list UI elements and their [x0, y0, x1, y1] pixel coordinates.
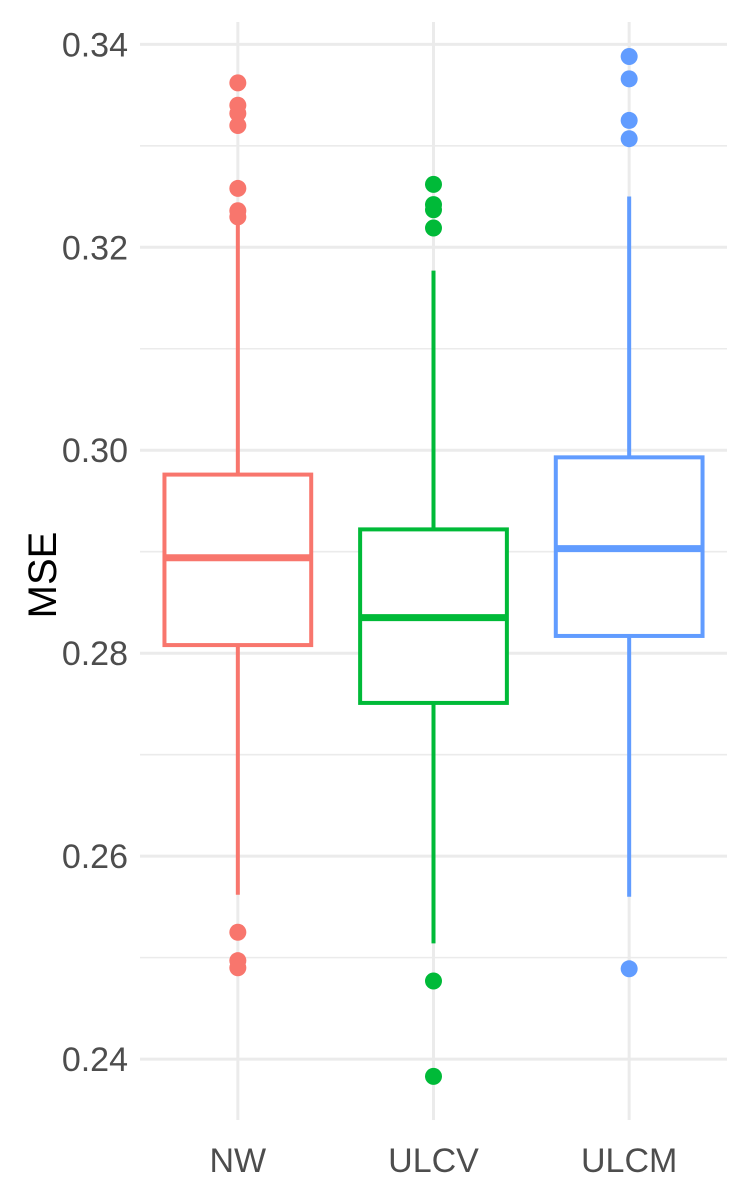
y-tick-label: 0.34 — [62, 26, 128, 64]
box-ulcm — [553, 48, 705, 978]
outlier-point — [425, 1067, 442, 1085]
outlier-point — [620, 70, 638, 88]
y-tick-label: 0.26 — [62, 838, 128, 876]
outlier-point — [425, 972, 442, 990]
outlier-point — [229, 179, 247, 197]
box-series — [162, 48, 705, 1085]
box-ulcv — [358, 175, 509, 1085]
outlier-point — [229, 74, 247, 92]
outlier-point — [229, 959, 247, 977]
outlier-point — [229, 208, 247, 226]
x-tick-label: ULCV — [388, 1142, 479, 1180]
outlier-point — [620, 130, 638, 148]
x-tick-label: ULCM — [581, 1142, 677, 1180]
box-nw — [162, 74, 314, 977]
y-axis-title: MSE — [21, 532, 65, 619]
outlier-point — [425, 219, 442, 237]
y-tick-label: 0.30 — [62, 432, 128, 470]
outlier-point — [229, 104, 247, 122]
y-axis-tick-labels: 0.24 0.26 0.28 0.30 0.32 0.34 — [62, 26, 128, 1079]
y-tick-label: 0.32 — [62, 229, 128, 267]
x-tick-label: NW — [210, 1142, 267, 1180]
outlier-point — [229, 923, 247, 941]
outlier-point — [229, 117, 247, 135]
outlier-point — [620, 48, 638, 66]
x-axis-tick-labels: NW ULCV ULCM — [210, 1142, 678, 1180]
outlier-point — [620, 111, 638, 129]
outlier-point — [425, 201, 442, 219]
y-tick-label: 0.28 — [62, 635, 128, 673]
y-tick-label: 0.24 — [62, 1041, 128, 1079]
outlier-point — [425, 175, 442, 193]
outlier-point — [620, 960, 638, 978]
